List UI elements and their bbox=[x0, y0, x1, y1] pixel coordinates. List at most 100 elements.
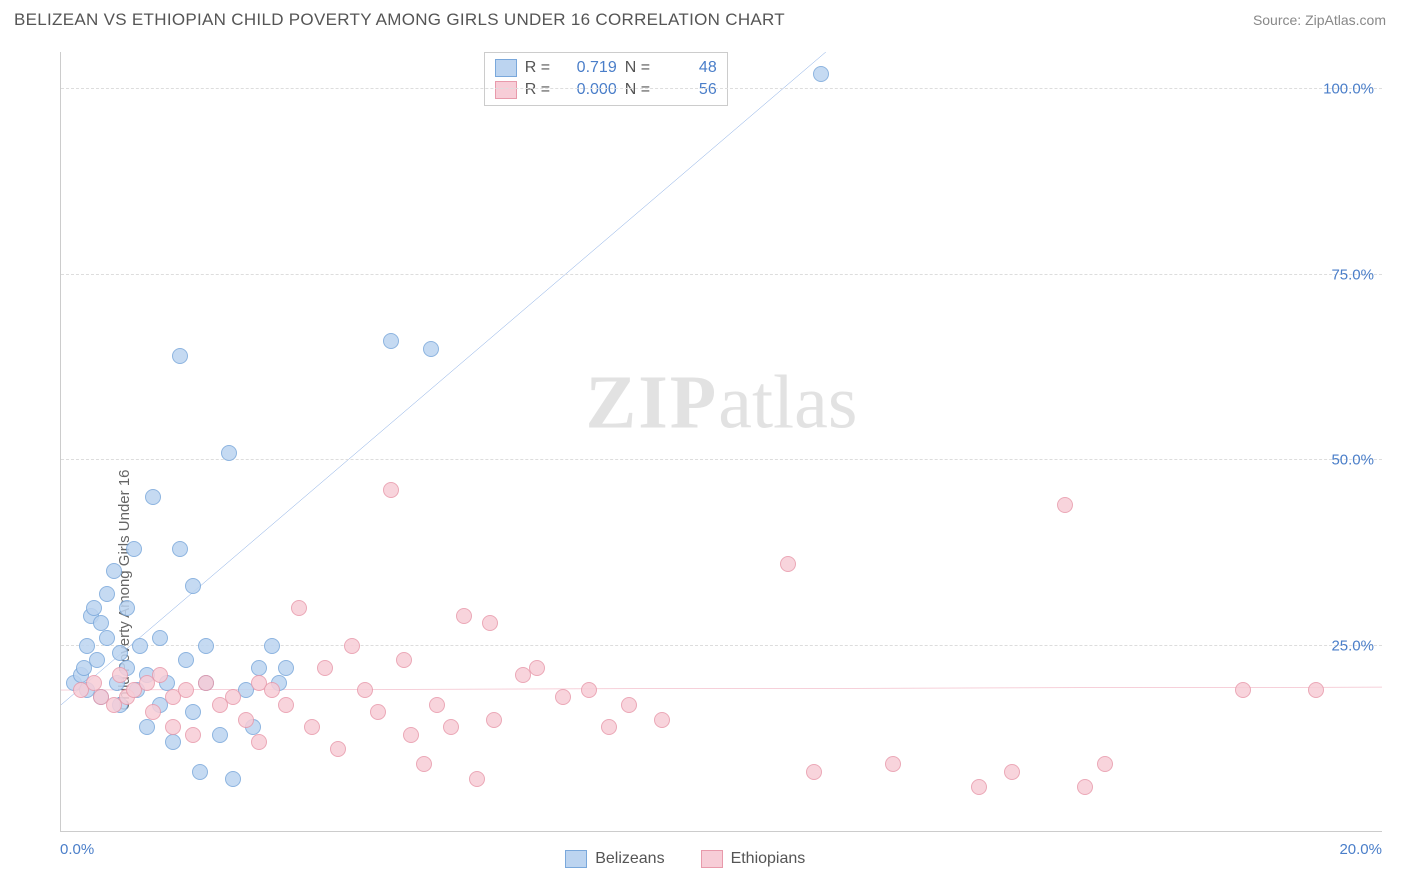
data-point bbox=[86, 675, 102, 691]
data-point bbox=[357, 682, 373, 698]
data-point bbox=[383, 482, 399, 498]
data-point bbox=[152, 630, 168, 646]
n-label: N = bbox=[625, 59, 653, 77]
data-point bbox=[621, 697, 637, 713]
data-point bbox=[278, 660, 294, 676]
data-point bbox=[79, 638, 95, 654]
legend-item-ethiopians: Ethiopians bbox=[701, 850, 806, 868]
data-point bbox=[264, 682, 280, 698]
x-tick-label: 20.0% bbox=[1339, 841, 1382, 858]
swatch-belizeans bbox=[495, 59, 517, 77]
data-point bbox=[112, 667, 128, 683]
data-point bbox=[403, 727, 419, 743]
data-point bbox=[971, 779, 987, 795]
data-point bbox=[185, 704, 201, 720]
data-point bbox=[1308, 682, 1324, 698]
data-point bbox=[99, 586, 115, 602]
data-point bbox=[416, 756, 432, 772]
trendline bbox=[61, 52, 1382, 705]
legend: Belizeans Ethiopians bbox=[565, 850, 805, 868]
data-point bbox=[581, 682, 597, 698]
y-tick-label: 50.0% bbox=[1331, 452, 1374, 469]
stats-row-belizeans: R = 0.719 N = 48 bbox=[495, 57, 717, 79]
data-point bbox=[178, 652, 194, 668]
data-point bbox=[555, 689, 571, 705]
legend-swatch-ethiopians bbox=[701, 850, 723, 868]
data-point bbox=[198, 638, 214, 654]
data-point bbox=[469, 771, 485, 787]
data-point bbox=[486, 712, 502, 728]
plot-area: ZIPatlas R = 0.719 N = 48 R = 0.000 N = … bbox=[60, 52, 1382, 832]
data-point bbox=[1235, 682, 1251, 698]
r-value-ethiopians: 0.000 bbox=[561, 81, 617, 99]
trendlines-svg bbox=[61, 52, 1382, 831]
data-point bbox=[106, 563, 122, 579]
legend-label-belizeans: Belizeans bbox=[595, 850, 664, 868]
data-point bbox=[212, 727, 228, 743]
data-point bbox=[225, 771, 241, 787]
data-point bbox=[152, 667, 168, 683]
data-point bbox=[1004, 764, 1020, 780]
gridline bbox=[61, 459, 1382, 460]
data-point bbox=[165, 734, 181, 750]
data-point bbox=[139, 719, 155, 735]
data-point bbox=[264, 638, 280, 654]
data-point bbox=[806, 764, 822, 780]
data-point bbox=[178, 682, 194, 698]
stats-row-ethiopians: R = 0.000 N = 56 bbox=[495, 79, 717, 101]
data-point bbox=[198, 675, 214, 691]
data-point bbox=[99, 630, 115, 646]
legend-swatch-belizeans bbox=[565, 850, 587, 868]
n-value-ethiopians: 56 bbox=[661, 81, 717, 99]
stats-box: R = 0.719 N = 48 R = 0.000 N = 56 bbox=[484, 52, 728, 106]
source-label: Source: ZipAtlas.com bbox=[1253, 12, 1386, 28]
gridline bbox=[61, 645, 1382, 646]
data-point bbox=[317, 660, 333, 676]
data-point bbox=[304, 719, 320, 735]
legend-label-ethiopians: Ethiopians bbox=[731, 850, 806, 868]
data-point bbox=[145, 704, 161, 720]
header: BELIZEAN VS ETHIOPIAN CHILD POVERTY AMON… bbox=[0, 0, 1406, 38]
data-point bbox=[145, 489, 161, 505]
data-point bbox=[383, 333, 399, 349]
data-point bbox=[278, 697, 294, 713]
swatch-ethiopians bbox=[495, 81, 517, 99]
data-point bbox=[185, 727, 201, 743]
data-point bbox=[1057, 497, 1073, 513]
data-point bbox=[1077, 779, 1093, 795]
data-point bbox=[225, 689, 241, 705]
data-point bbox=[813, 66, 829, 82]
data-point bbox=[93, 615, 109, 631]
data-point bbox=[132, 638, 148, 654]
r-value-belizeans: 0.719 bbox=[561, 59, 617, 77]
data-point bbox=[172, 541, 188, 557]
legend-item-belizeans: Belizeans bbox=[565, 850, 664, 868]
data-point bbox=[654, 712, 670, 728]
data-point bbox=[251, 734, 267, 750]
data-point bbox=[344, 638, 360, 654]
r-label: R = bbox=[525, 81, 553, 99]
data-point bbox=[529, 660, 545, 676]
data-point bbox=[172, 348, 188, 364]
r-label: R = bbox=[525, 59, 553, 77]
data-point bbox=[780, 556, 796, 572]
y-tick-label: 100.0% bbox=[1323, 81, 1374, 98]
data-point bbox=[330, 741, 346, 757]
data-point bbox=[221, 445, 237, 461]
data-point bbox=[112, 645, 128, 661]
data-point bbox=[601, 719, 617, 735]
chart-container: Child Poverty Among Girls Under 16 ZIPat… bbox=[14, 44, 1392, 878]
data-point bbox=[429, 697, 445, 713]
data-point bbox=[86, 600, 102, 616]
data-point bbox=[370, 704, 386, 720]
data-point bbox=[238, 712, 254, 728]
data-point bbox=[126, 541, 142, 557]
data-point bbox=[185, 578, 201, 594]
gridline bbox=[61, 88, 1382, 89]
data-point bbox=[165, 719, 181, 735]
y-tick-label: 75.0% bbox=[1331, 266, 1374, 283]
x-tick-label: 0.0% bbox=[60, 841, 94, 858]
data-point bbox=[396, 652, 412, 668]
data-point bbox=[192, 764, 208, 780]
data-point bbox=[443, 719, 459, 735]
